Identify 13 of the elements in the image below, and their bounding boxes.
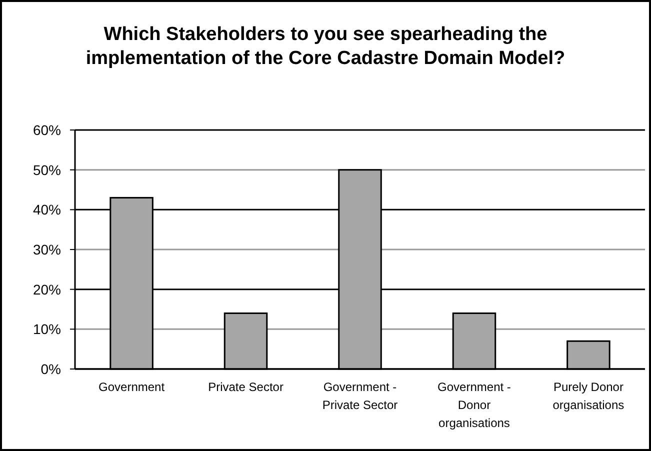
chart-title: Which Stakeholders to you see spearheading the implementation of the Core Cadastre Domain Model? <box>86 24 566 69</box>
y-tick-label: 30% <box>32 242 61 258</box>
y-tick-label: 10% <box>32 321 61 338</box>
x-tick-label: Government - Private Sector <box>322 380 398 412</box>
x-tick-label: Government - Donor organisations <box>438 380 511 430</box>
x-tick-label: Purely Donor organisations <box>552 380 624 412</box>
x-tick-label: Private Sector <box>208 380 284 394</box>
y-tick-label: 20% <box>32 281 61 298</box>
y-tick-label: 40% <box>32 202 61 218</box>
y-tick-label: 60% <box>32 122 61 138</box>
y-tick-label: 50% <box>32 162 61 178</box>
y-tick-label: 0% <box>40 361 61 377</box>
x-tick-label: Government <box>98 380 166 394</box>
